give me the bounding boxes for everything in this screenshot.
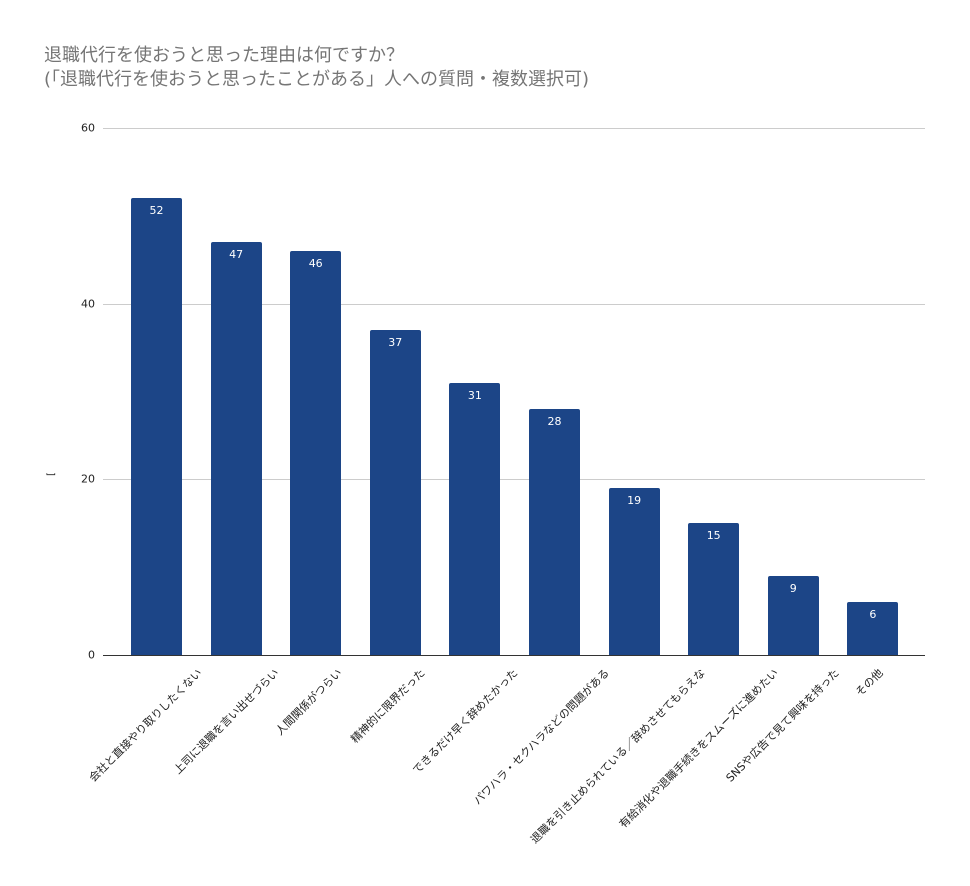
bar[interactable]: 46 [290, 250, 342, 655]
chart-subtitle: (「退職代行を使おうと思ったことがある」人への質問・複数選択可) [44, 69, 590, 90]
bar[interactable]: 31 [449, 382, 501, 655]
bar-value-label: 37 [388, 336, 403, 350]
x-category-label: その他 [853, 666, 886, 699]
gridline [103, 128, 925, 129]
bar-value-label: 31 [467, 388, 482, 402]
bar-value-label: 28 [547, 415, 562, 429]
y-tick-label: 40 [81, 297, 95, 311]
bar-value-label: 46 [308, 256, 323, 270]
y-tick-label: 60 [81, 121, 95, 135]
bar[interactable]: 9 [767, 575, 819, 655]
chart-title: 退職代行を使おうと思った理由は何ですか？ (「退職代行を使おうと思ったことがある… [44, 44, 589, 92]
bar[interactable]: 6 [847, 602, 899, 655]
y-tick-label: 0 [88, 648, 95, 662]
x-category-label: できるだけ早く辞めたかった [409, 666, 520, 777]
gridline [103, 655, 925, 656]
bar[interactable]: 52 [131, 198, 182, 655]
x-category-label: 人間関係がつらい [273, 666, 345, 738]
bar[interactable]: 47 [210, 242, 262, 655]
bar[interactable]: 19 [608, 488, 660, 655]
bar-value-label: 15 [706, 529, 721, 543]
bar-value-label: 47 [229, 248, 244, 262]
x-category-label: SNSや広告で見て興味を持った [723, 666, 842, 785]
bar[interactable]: 15 [688, 523, 740, 655]
x-category-label: 精神的に限界だった [348, 666, 428, 746]
bar-value-label: 52 [149, 204, 164, 218]
bar-value-label: 6 [869, 608, 877, 622]
plot-area: 0 20 40 60 52 会社と直接やり取りしたくない 47 上司に退職を言い出せづらい 46… [81, 122, 925, 846]
bar-value-label: 19 [627, 494, 642, 508]
bar-value-label: 9 [789, 581, 797, 595]
gridline [103, 303, 925, 305]
bar[interactable]: 28 [529, 409, 580, 655]
chart-title-main: 退職代行を使おうと思った理由は何ですか？ [44, 45, 404, 66]
gridline [103, 479, 925, 481]
bar[interactable]: 37 [369, 330, 421, 655]
y-tick-label: 20 [81, 472, 95, 486]
